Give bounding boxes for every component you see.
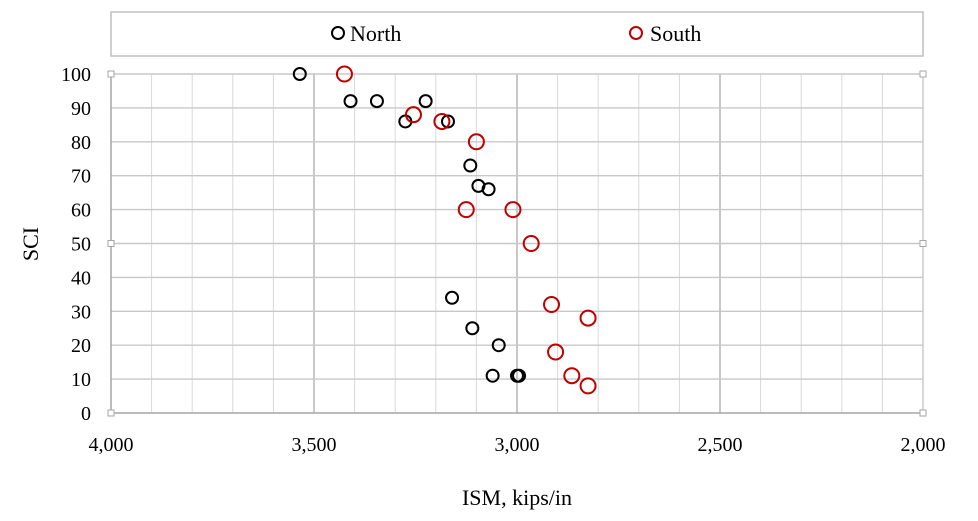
legend-label-south: South xyxy=(650,21,701,46)
grid xyxy=(111,73,924,413)
data-point-north xyxy=(485,368,500,383)
legend-label-north: North xyxy=(350,21,401,46)
data-point-north xyxy=(465,321,480,336)
legend-marker-south xyxy=(629,26,643,40)
x-axis-title: ISM, kips/in xyxy=(462,485,572,510)
y-axis-title: SCI xyxy=(18,227,43,261)
data-point-south xyxy=(433,112,451,130)
plot-area-handle xyxy=(919,409,927,417)
x-tick-label: 3,000 xyxy=(495,434,540,456)
legend-marker-north xyxy=(331,26,345,40)
data-point-south xyxy=(404,106,422,124)
plot-area-handle xyxy=(919,240,927,247)
data-point-south xyxy=(457,201,475,219)
data-point-south xyxy=(504,201,522,219)
plot-area-handle xyxy=(107,70,115,78)
data-point-north xyxy=(343,94,358,109)
data-point-north xyxy=(292,67,307,81)
data-point-north xyxy=(491,338,506,353)
data-point-south xyxy=(543,296,561,314)
plot-area-handle xyxy=(107,240,115,247)
data-point-north xyxy=(418,94,433,109)
y-tick-label: 80 xyxy=(71,132,91,154)
plot-area-handle xyxy=(919,70,927,78)
data-point-south xyxy=(563,367,581,385)
x-tick-label: 2,500 xyxy=(698,434,743,456)
data-point-south xyxy=(547,343,565,361)
data-point-north xyxy=(440,114,455,129)
y-tick-label: 10 xyxy=(71,369,91,391)
data-point-south xyxy=(579,377,597,395)
data-point-south xyxy=(579,309,597,327)
data-point-north xyxy=(369,94,384,109)
data-point-south xyxy=(522,235,540,252)
plot-area-handle xyxy=(107,409,115,417)
axes: 4,000 3,500 3,000 2,500 2,000 0 10 20 30 40 50 60 70… xyxy=(61,64,946,456)
x-tick-label: 2,000 xyxy=(901,434,946,456)
y-tick-label: 20 xyxy=(71,335,91,357)
x-tick-label: 3,500 xyxy=(292,434,337,456)
y-tick-label: 70 xyxy=(71,166,91,188)
y-tick-label: 30 xyxy=(71,301,91,323)
legend: North South xyxy=(110,11,924,57)
y-tick-label: 60 xyxy=(71,200,91,222)
legend-box xyxy=(110,11,924,57)
y-tick-label: 100 xyxy=(61,64,91,86)
y-tick-label: 90 xyxy=(71,98,91,120)
y-tick-label: 40 xyxy=(71,267,91,289)
data-point-north xyxy=(481,182,496,197)
data-point-south xyxy=(467,133,485,151)
data-point-north xyxy=(445,290,460,305)
x-tick-label: 4,000 xyxy=(89,434,134,456)
data-point-north xyxy=(512,368,527,383)
y-tick-label: 50 xyxy=(71,234,91,256)
y-tick-label: 0 xyxy=(81,403,91,425)
data-point-north xyxy=(463,158,478,173)
data-point-south xyxy=(335,65,353,83)
data-points xyxy=(292,65,597,395)
